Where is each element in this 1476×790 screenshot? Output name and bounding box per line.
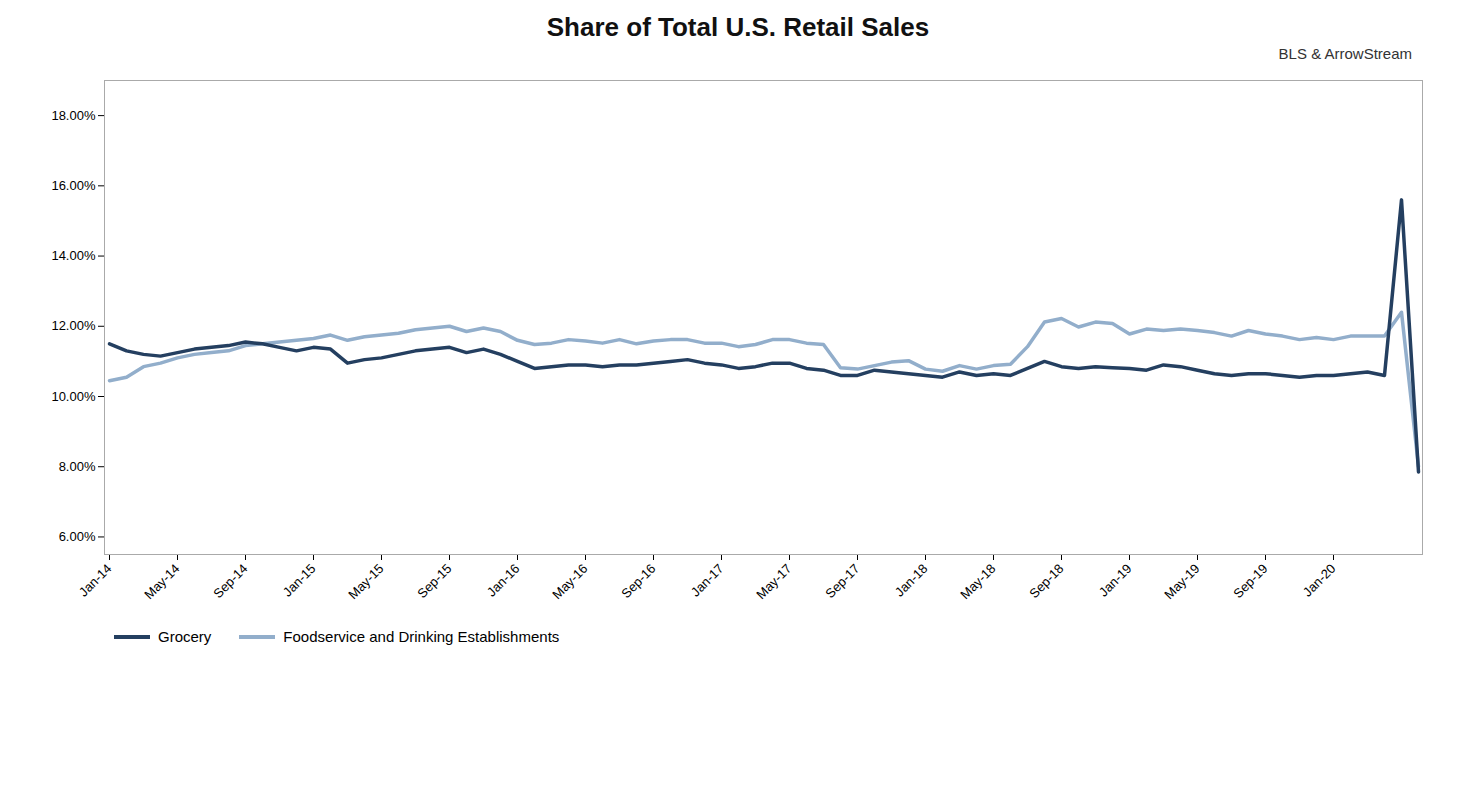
svg-text:May-17: May-17: [753, 561, 794, 602]
svg-text:Jan-16: Jan-16: [484, 561, 523, 600]
svg-text:Jan-17: Jan-17: [688, 561, 727, 600]
svg-text:Sep-18: Sep-18: [1026, 561, 1066, 601]
svg-text:Jan-18: Jan-18: [892, 561, 931, 600]
svg-text:Sep-19: Sep-19: [1230, 561, 1270, 601]
svg-text:8.00%: 8.00%: [59, 459, 96, 474]
svg-text:6.00%: 6.00%: [59, 529, 96, 544]
svg-text:Sep-15: Sep-15: [414, 561, 454, 601]
svg-text:12.00%: 12.00%: [51, 318, 96, 333]
svg-text:Sep-17: Sep-17: [822, 561, 862, 601]
svg-text:Sep-14: Sep-14: [210, 561, 250, 601]
svg-text:Jan-14: Jan-14: [76, 561, 115, 600]
svg-text:18.00%: 18.00%: [51, 108, 96, 123]
svg-text:May-18: May-18: [957, 561, 998, 602]
svg-text:Jan-20: Jan-20: [1300, 561, 1339, 600]
svg-text:May-16: May-16: [549, 561, 590, 602]
svg-text:Sep-16: Sep-16: [618, 561, 658, 601]
svg-text:May-19: May-19: [1161, 561, 1202, 602]
html-text:Share of Total U.S. Retail Sal: Share of Total U.S. Retail Sales: [546, 12, 930, 42]
svg-text:May-15: May-15: [345, 561, 386, 602]
svg-text:May-14: May-14: [141, 561, 182, 602]
html-text:Foodservice and Drinking Estab: Foodservice and Drinking Establishments: [283, 628, 560, 645]
html-text:BLS & ArrowStream: BLS & ArrowStream: [1278, 45, 1412, 62]
html-text:Grocery: Grocery: [158, 628, 212, 645]
svg-text:16.00%: 16.00%: [51, 178, 96, 193]
svg-text:14.00%: 14.00%: [51, 248, 96, 263]
svg-text:10.00%: 10.00%: [51, 389, 96, 404]
svg-text:Jan-19: Jan-19: [1096, 561, 1135, 600]
svg-text:Jan-15: Jan-15: [280, 561, 319, 600]
